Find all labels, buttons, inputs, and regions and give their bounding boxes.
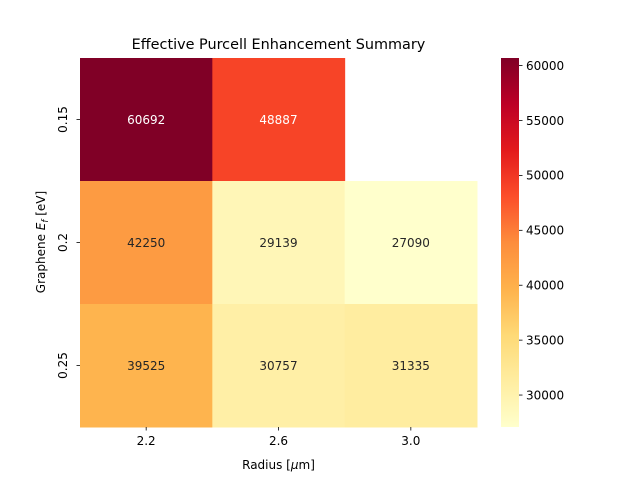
x-axis-label-prefix: Radius [ xyxy=(242,458,291,472)
colorbar-ticks: 30000 35000 40000 45000 50000 55000 60000 xyxy=(519,59,564,402)
y-tick-label: 0.2 xyxy=(56,233,70,252)
heatmap-cell xyxy=(80,304,213,428)
heatmap-cell xyxy=(80,181,213,305)
y-axis-label-symbol: E xyxy=(34,222,48,230)
heatmap-cell xyxy=(212,181,346,305)
heatmap-cell xyxy=(212,58,346,182)
x-axis-label: Radius [μm] xyxy=(242,458,315,472)
x-axis-label-symbol: μ xyxy=(290,458,299,472)
y-axis-label-subscript: f xyxy=(41,218,51,223)
x-tick-label: 3.0 xyxy=(401,434,420,448)
cell-value-label: 39525 xyxy=(127,359,165,373)
y-axis: 0.15 0.2 0.25 xyxy=(56,106,80,379)
x-axis: 2.2 2.6 3.0 xyxy=(137,427,420,448)
heatmap-cell xyxy=(80,58,213,182)
y-axis-label-prefix: Graphene xyxy=(34,230,48,293)
chart-title: Effective Purcell Enhancement Summary xyxy=(132,37,426,53)
cell-value-label: 30757 xyxy=(259,359,297,373)
cell-value-label: 31335 xyxy=(392,359,430,373)
y-axis-label-suffix: [eV] xyxy=(34,191,48,220)
colorbar-tick-label: 35000 xyxy=(526,333,564,347)
heatmap-cell xyxy=(344,181,478,305)
x-tick-label: 2.6 xyxy=(269,434,288,448)
y-tick-label: 0.25 xyxy=(56,352,70,379)
y-axis-label: Graphene Ef [eV] xyxy=(34,191,51,293)
colorbar-tick-label: 30000 xyxy=(526,388,564,402)
colorbar-tick-label: 50000 xyxy=(526,169,564,183)
colorbar-tick-label: 45000 xyxy=(526,224,564,238)
colorbar-tick-label: 55000 xyxy=(526,114,564,128)
cell-value-label: 42250 xyxy=(127,236,165,250)
colorbar-tick-label: 40000 xyxy=(526,279,564,293)
heatmap-cell xyxy=(344,304,478,428)
x-tick-label: 2.2 xyxy=(137,434,156,448)
heatmap-cell xyxy=(212,304,346,428)
cell-value-label: 27090 xyxy=(392,236,430,250)
y-tick-label: 0.15 xyxy=(56,106,70,133)
x-axis-label-suffix: m] xyxy=(299,458,315,472)
cell-value-label: 60692 xyxy=(127,113,165,127)
heatmap-cells xyxy=(80,58,478,428)
colorbar xyxy=(501,58,519,427)
colorbar-tick-label: 60000 xyxy=(526,59,564,73)
heatmap-cell-labels: 60692 48887 42250 29139 27090 39525 30757 31335 xyxy=(127,113,430,373)
cell-value-label: 48887 xyxy=(259,113,297,127)
cell-value-label: 29139 xyxy=(259,236,297,250)
